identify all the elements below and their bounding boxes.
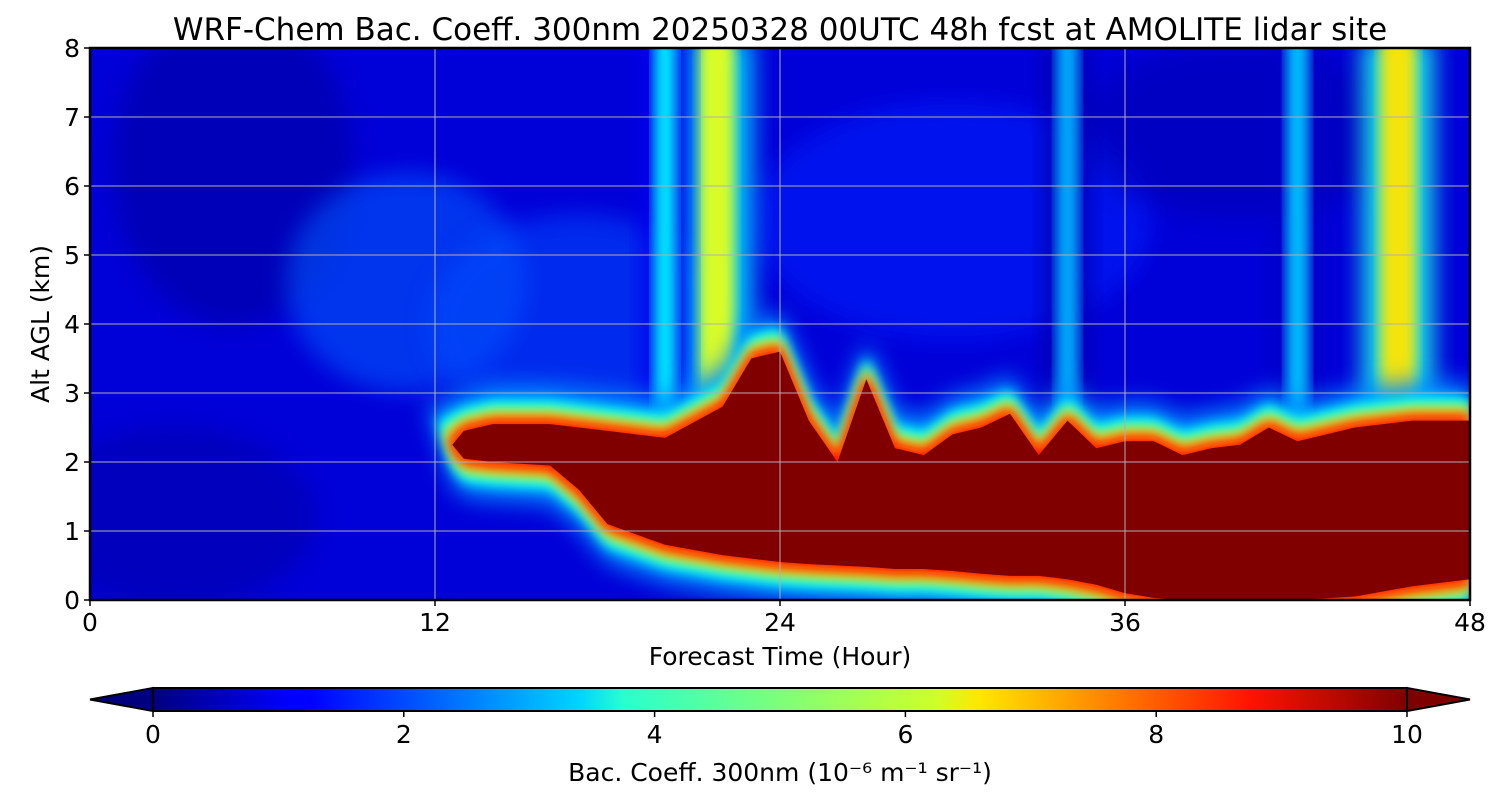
x-axis: 0 12 24 36 48 xyxy=(82,600,1486,637)
colorbar-tick-label: 0 xyxy=(145,720,161,749)
x-tick-label: 24 xyxy=(764,608,796,637)
background-patch xyxy=(1080,48,1400,221)
y-tick-label: 8 xyxy=(64,34,80,63)
x-tick-label: 36 xyxy=(1109,608,1141,637)
y-tick-label: 1 xyxy=(64,517,80,546)
colorbar-tick-label: 4 xyxy=(647,720,663,749)
colorbar-tick-label: 6 xyxy=(897,720,913,749)
colorbar-extend-min xyxy=(89,686,154,713)
y-tick-label: 0 xyxy=(64,586,80,615)
colorbar-extend-max xyxy=(1406,686,1471,713)
plume-core xyxy=(653,48,677,435)
grid-lines xyxy=(90,48,1470,600)
y-tick-label: 6 xyxy=(64,172,80,201)
x-axis-label: Forecast Time (Hour) xyxy=(649,642,912,671)
colorbar-tick-label: 10 xyxy=(1391,720,1423,749)
plume-core xyxy=(1056,48,1079,435)
y-tick-label: 4 xyxy=(64,310,80,339)
y-tick-label: 5 xyxy=(64,241,80,270)
colorbar-label-text: Bac. Coeff. 300nm xyxy=(568,758,799,787)
colorbar-ticks: 0 2 4 6 8 10 xyxy=(145,711,1423,749)
y-axis: 0 1 2 3 4 5 6 7 8 xyxy=(64,34,90,615)
colorbar-label: Bac. Coeff. 300nm (10⁻⁶ m⁻¹ sr⁻¹) xyxy=(568,758,992,787)
x-tick-label: 0 xyxy=(82,608,98,637)
y-tick-label: 3 xyxy=(64,379,80,408)
colorbar-gradient xyxy=(152,687,1408,712)
y-axis-label: Alt AGL (km) xyxy=(26,245,55,403)
background-patch xyxy=(90,427,317,600)
x-tick-label: 48 xyxy=(1454,608,1486,637)
colorbar-tick-label: 8 xyxy=(1148,720,1164,749)
plume-core xyxy=(1286,48,1309,435)
plot-area xyxy=(90,48,1470,600)
colorbar-units: (10⁻⁶ m⁻¹ sr⁻¹) xyxy=(807,758,992,787)
y-tick-label: 2 xyxy=(64,448,80,477)
y-tick-label: 7 xyxy=(64,103,80,132)
layer-band xyxy=(452,351,1470,600)
field-layers xyxy=(90,48,1470,600)
colorbar: 0 2 4 6 8 10 Bac. Coeff. 300nm (10⁻⁶ m⁻¹ sr⁻¹… xyxy=(89,686,1471,787)
colorbar-tick-label: 2 xyxy=(396,720,412,749)
plume-core xyxy=(1380,48,1416,435)
chart-title: WRF-Chem Bac. Coeff. 300nm 20250328 00UT… xyxy=(173,12,1387,48)
x-tick-label: 12 xyxy=(419,608,451,637)
